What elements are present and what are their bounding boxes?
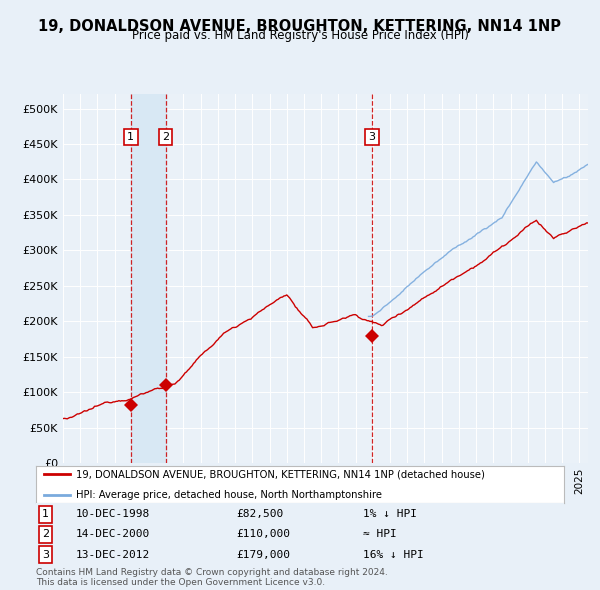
Bar	[131, 94, 166, 463]
Text: Price paid vs. HM Land Registry's House Price Index (HPI): Price paid vs. HM Land Registry's House …	[131, 30, 469, 42]
Text: 3: 3	[368, 132, 376, 142]
Text: 19, DONALDSON AVENUE, BROUGHTON, KETTERING, NN14 1NP: 19, DONALDSON AVENUE, BROUGHTON, KETTERI…	[38, 19, 562, 34]
Text: 1: 1	[42, 509, 49, 519]
Text: 2: 2	[42, 529, 49, 539]
Text: 16% ↓ HPI: 16% ↓ HPI	[364, 550, 424, 560]
Text: Contains HM Land Registry data © Crown copyright and database right 2024.
This d: Contains HM Land Registry data © Crown c…	[36, 568, 388, 587]
Text: 14-DEC-2000: 14-DEC-2000	[76, 529, 150, 539]
Text: HPI: Average price, detached house, North Northamptonshire: HPI: Average price, detached house, Nort…	[76, 490, 382, 500]
Text: £179,000: £179,000	[236, 550, 290, 560]
Text: ≈ HPI: ≈ HPI	[364, 529, 397, 539]
Text: £110,000: £110,000	[236, 529, 290, 539]
Text: 2: 2	[162, 132, 169, 142]
Text: 13-DEC-2012: 13-DEC-2012	[76, 550, 150, 560]
Text: 1: 1	[127, 132, 134, 142]
Text: 19, DONALDSON AVENUE, BROUGHTON, KETTERING, NN14 1NP (detached house): 19, DONALDSON AVENUE, BROUGHTON, KETTERI…	[76, 469, 484, 479]
Text: £82,500: £82,500	[236, 509, 284, 519]
Text: 3: 3	[42, 550, 49, 560]
Text: 1% ↓ HPI: 1% ↓ HPI	[364, 509, 418, 519]
Text: 10-DEC-1998: 10-DEC-1998	[76, 509, 150, 519]
